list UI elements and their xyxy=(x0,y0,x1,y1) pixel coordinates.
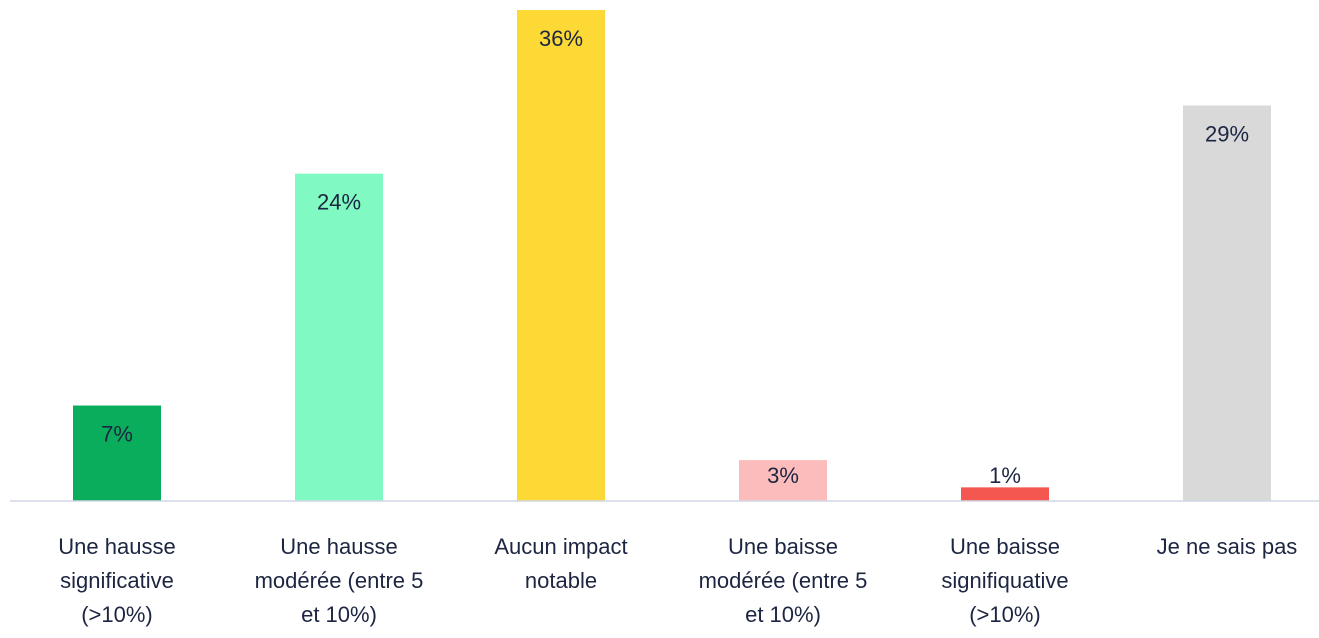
data-label: 3% xyxy=(767,463,799,488)
bar xyxy=(961,487,1049,501)
x-tick-label: Une baisse modérée (entre 5 et 10%) xyxy=(698,534,868,627)
bar xyxy=(295,173,383,501)
bar xyxy=(517,10,605,501)
x-tick-label: Je ne sais pas xyxy=(1156,534,1298,559)
data-label: 24% xyxy=(317,189,361,214)
x-tick-label: Aucun impact notable xyxy=(494,534,628,593)
bar xyxy=(1183,105,1271,501)
data-label: 7% xyxy=(101,421,133,446)
x-tick-label: Une baisse signifiquative (>10%) xyxy=(941,534,1069,627)
data-label: 29% xyxy=(1205,121,1249,146)
bar xyxy=(73,405,161,501)
x-tick-label: Une hausse modérée (entre 5 et 10%) xyxy=(254,534,424,627)
x-tick-label: Une hausse significative (>10%) xyxy=(58,534,176,627)
data-label: 36% xyxy=(539,26,583,51)
data-label: 1% xyxy=(989,463,1021,488)
bar xyxy=(739,460,827,501)
